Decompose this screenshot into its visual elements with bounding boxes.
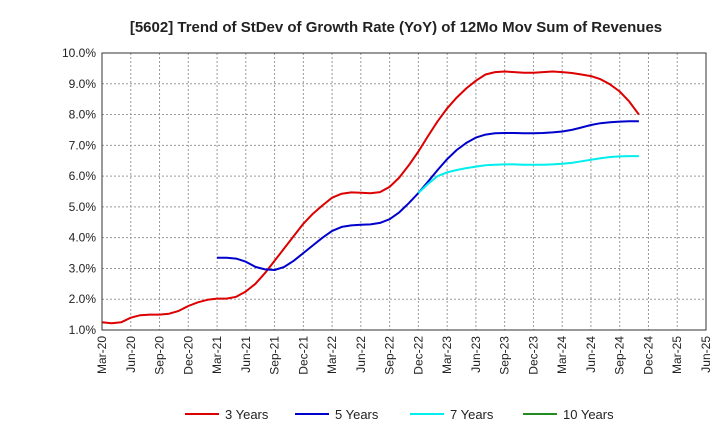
x-tick-label: Mar-23: [440, 336, 454, 374]
x-tick-label: Sep-24: [613, 336, 627, 375]
y-tick-label: 6.0%: [69, 169, 97, 183]
x-tick-label: Sep-23: [498, 336, 512, 375]
x-tick-label: Mar-24: [555, 336, 569, 374]
y-tick-label: 3.0%: [69, 261, 97, 275]
y-tick-label: 7.0%: [69, 138, 97, 152]
series-line-3-years: [101, 70, 640, 325]
chart-title: [5602] Trend of StDev of Growth Rate (Yo…: [130, 19, 662, 36]
series-line-7-years: [417, 155, 639, 194]
y-tick-label: 1.0%: [69, 323, 97, 337]
x-tick-label: Jun-20: [124, 336, 138, 373]
x-tick-label: Dec-23: [526, 336, 540, 375]
y-tick-label: 5.0%: [69, 200, 97, 214]
x-tick-label: Mar-20: [95, 336, 109, 374]
x-tick-label: Dec-21: [296, 336, 310, 375]
x-tick-label: Dec-20: [181, 336, 195, 375]
legend-label: 7 Years: [450, 407, 494, 422]
grid: [102, 53, 706, 330]
x-tick-label: Jun-24: [584, 336, 598, 373]
x-tick-label: Sep-20: [153, 336, 167, 375]
y-tick-label: 8.0%: [69, 108, 97, 122]
x-tick-label: Sep-21: [268, 336, 282, 375]
legend: 3 Years 5 Years 7 Years 10 Years: [185, 407, 614, 422]
x-tick-label: Sep-22: [383, 336, 397, 375]
x-tick-label: Jun-23: [469, 336, 483, 373]
x-tick-label: Jun-21: [239, 336, 253, 373]
legend-label: 5 Years: [335, 407, 379, 422]
series-line-5-years: [217, 120, 639, 271]
legend-label: 3 Years: [225, 407, 269, 422]
x-tick-label: Jun-25: [699, 336, 713, 373]
x-tick-label: Dec-22: [411, 336, 425, 375]
legend-label: 10 Years: [563, 407, 614, 422]
y-tick-label: 4.0%: [69, 231, 97, 245]
x-tick-label: Mar-21: [210, 336, 224, 374]
x-tick-label: Dec-24: [641, 336, 655, 375]
x-axis: Mar-20 Jun-20 Sep-20 Dec-20 Mar-21 Jun-21 Sep-…: [95, 336, 713, 375]
y-tick-label: 2.0%: [69, 292, 97, 306]
y-tick-label: 10.0%: [62, 46, 96, 60]
x-tick-label: Jun-22: [354, 336, 368, 373]
plot-series: [101, 70, 640, 325]
y-axis: 1.0% 2.0% 3.0% 4.0% 5.0% 6.0% 7.0% 8.0% 9.0% 10.0…: [62, 46, 96, 337]
plot-frame: [101, 52, 707, 331]
y-tick-label: 9.0%: [69, 77, 97, 91]
x-tick-label: Mar-22: [325, 336, 339, 374]
x-tick-label: Mar-25: [670, 336, 684, 374]
